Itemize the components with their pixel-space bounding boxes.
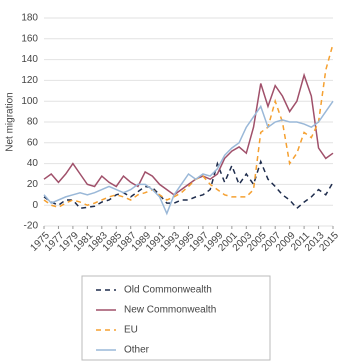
legend-label: EU xyxy=(124,325,138,336)
series-line xyxy=(43,159,334,210)
y-tick-label: 140 xyxy=(21,54,38,65)
series-line xyxy=(43,43,334,209)
y-axis-title: Net migration xyxy=(5,92,16,151)
y-tick-label: 120 xyxy=(21,75,38,86)
y-tick-label: -20 xyxy=(24,221,39,232)
legend-box xyxy=(81,275,271,361)
y-tick-label: 60 xyxy=(27,137,39,148)
y-tick-label: 0 xyxy=(32,200,38,211)
legend-label: New Commonwealth xyxy=(124,305,216,316)
series-line xyxy=(43,72,334,196)
y-tick-label: 40 xyxy=(27,158,39,169)
y-tick-label: 180 xyxy=(21,13,38,24)
y-tick-label: 160 xyxy=(21,33,38,44)
y-tick-label: 80 xyxy=(27,117,39,128)
y-tick-label: 20 xyxy=(27,179,39,190)
series-line xyxy=(43,100,334,216)
legend-label: Other xyxy=(124,345,150,356)
y-tick-label: 100 xyxy=(21,96,38,107)
legend-label: Old Commonwealth xyxy=(124,285,212,296)
